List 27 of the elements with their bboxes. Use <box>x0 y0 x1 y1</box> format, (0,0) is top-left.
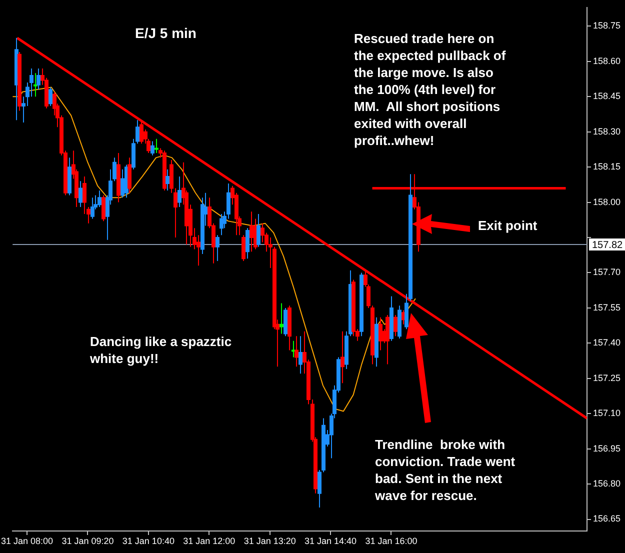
y-tick-label: 157.70 <box>593 267 621 278</box>
y-tick-label: 157.55 <box>593 302 621 312</box>
text: E/J 5 min <box>135 25 196 42</box>
y-tick-label: 158.60 <box>593 56 621 66</box>
annotation: Rescued trade here on the expected pullback of the large move. Is also the 100% (4th level) for MM. All short positions exited with overall profit..whew! <box>354 30 506 149</box>
y-tick-label: 157.40 <box>593 338 621 348</box>
y-tick-label: 156.65 <box>593 514 621 524</box>
y-tick-label: 156.95 <box>593 443 621 454</box>
x-tick-label: 31 Jan 10:40 <box>122 536 174 546</box>
x-tick-label: 31 Jan 08:00 <box>1 536 54 546</box>
y-tick-label: 158.75 <box>593 20 621 31</box>
x-tick-label: 31 Jan 14:40 <box>304 536 357 546</box>
y-tick-label: 157.25 <box>593 372 621 383</box>
y-tick-label: 157.10 <box>593 408 621 418</box>
x-tick-label: 31 Jan 13:20 <box>244 536 296 546</box>
annotation: Trendline broke with conviction. Trade went bad. Sent in the next wave for rescue. <box>375 436 516 504</box>
annotation: Exit point <box>478 217 538 234</box>
y-tick-label: 158.30 <box>593 126 621 136</box>
y-tick-label: 158.00 <box>593 196 621 207</box>
ref-line-label: 157.82 <box>592 240 624 251</box>
annotation: Dancing like a spazztic white guy!! <box>90 333 232 367</box>
x-tick-label: 31 Jan 12:00 <box>183 536 236 546</box>
x-tick-label: 31 Jan 09:20 <box>62 536 114 546</box>
y-tick-label: 158.45 <box>593 91 621 102</box>
y-tick-label: 156.80 <box>593 478 621 489</box>
y-tick-label: 158.15 <box>593 162 621 172</box>
x-tick-label: 31 Jan 16:00 <box>365 536 418 546</box>
